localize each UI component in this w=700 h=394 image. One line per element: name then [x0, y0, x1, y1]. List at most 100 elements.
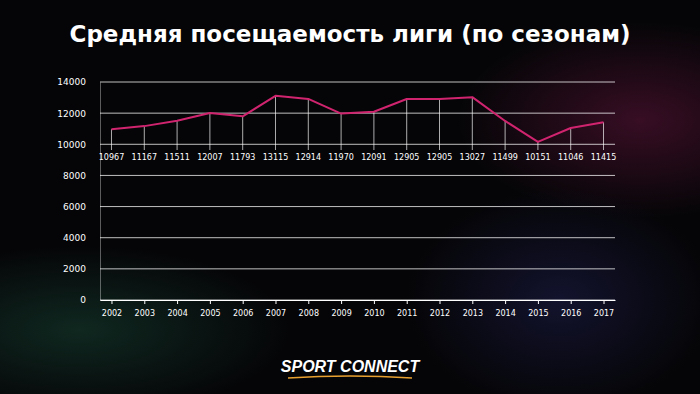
drop-line — [275, 96, 276, 150]
drop-line — [111, 129, 112, 150]
title: Средняя посещаемость лиги (по сезонам) — [70, 21, 631, 47]
y-tick: 14000 — [57, 77, 100, 87]
x-tick-label: 2016 — [561, 309, 581, 318]
drop-line — [537, 142, 538, 150]
y-tick-label: 12000 — [57, 109, 86, 119]
y-axis-line — [100, 83, 101, 301]
x-tick-label: 2012 — [430, 309, 450, 318]
drop-line — [373, 112, 374, 150]
chart: Средняя посещаемость лиги (по сезонам) 0 2… — [0, 0, 700, 394]
data-label: 13027 — [460, 153, 485, 162]
data-label: 12905 — [394, 153, 419, 162]
x-tick: 2016 — [561, 300, 581, 318]
x-tick: 2007 — [266, 300, 286, 318]
logo-text: SPORT CONNECT — [281, 358, 421, 375]
data-label: 11046 — [558, 153, 583, 162]
drop-line — [570, 128, 571, 150]
x-tick-label: 2007 — [266, 309, 286, 318]
y-tick: 4000 — [63, 233, 100, 243]
data-label: 11793 — [230, 153, 255, 162]
x-tick: 2010 — [364, 300, 384, 318]
y-tick: 6000 — [63, 202, 100, 212]
y-tick: 10000 — [57, 140, 100, 150]
x-tick-label: 2014 — [495, 309, 515, 318]
x-tick-label: 2010 — [364, 309, 384, 318]
x-tick: 2014 — [495, 300, 515, 318]
data-label: 13115 — [263, 153, 288, 162]
data-labels: 10967 11167 11511 12007 11793 13115 12914 11970… — [99, 153, 616, 162]
data-label: 10151 — [525, 153, 550, 162]
x-tick-label: 2008 — [299, 309, 319, 318]
data-label: 12914 — [296, 153, 321, 162]
y-tick: 8000 — [63, 171, 100, 181]
x-tick: 2015 — [528, 300, 548, 318]
x-tick-label: 2009 — [331, 309, 351, 318]
x-tick: 2017 — [594, 300, 614, 318]
x-tick-label: 2003 — [135, 309, 155, 318]
x-tick-mark — [341, 300, 342, 304]
x-tick-mark — [177, 300, 178, 304]
x-tick: 2003 — [135, 300, 155, 318]
grid-line — [100, 268, 615, 269]
data-label: 12905 — [427, 153, 452, 162]
x-tick-mark — [275, 300, 276, 304]
data-label: 12007 — [197, 153, 222, 162]
drop-line — [308, 99, 309, 150]
x-tick-mark — [308, 300, 309, 304]
x-tick-label: 2013 — [463, 309, 483, 318]
y-tick-label: 6000 — [63, 202, 86, 212]
y-tick: 2000 — [63, 264, 100, 274]
line — [111, 96, 603, 142]
x-tick: 2009 — [331, 300, 351, 318]
x-tick-mark — [111, 300, 112, 304]
grid — [100, 82, 615, 300]
x-tick: 2005 — [200, 300, 220, 318]
drop-line — [406, 99, 407, 150]
y-tick: 0 — [80, 295, 100, 305]
x-tick-label: 2002 — [102, 309, 122, 318]
drop-line — [472, 97, 473, 150]
drop-line — [144, 126, 145, 150]
x-tick-label: 2015 — [528, 309, 548, 318]
x-tick: 2013 — [463, 300, 483, 318]
x-tick-mark — [505, 300, 506, 304]
data-label: 11970 — [328, 153, 353, 162]
x-tick: 2004 — [167, 300, 187, 318]
y-tick: 12000 — [57, 109, 100, 119]
drop-line — [242, 116, 243, 150]
x-tick-mark — [538, 300, 539, 304]
y-tick-label: 10000 — [57, 140, 86, 150]
x-tick-label: 2011 — [397, 309, 417, 318]
grid-line — [100, 175, 615, 176]
y-tick-label: 2000 — [63, 264, 86, 274]
drop-line — [209, 113, 210, 150]
x-tick-mark — [604, 300, 605, 304]
x-tick-mark — [144, 300, 145, 304]
y-tick-label: 4000 — [63, 233, 86, 243]
data-label: 11415 — [591, 153, 616, 162]
x-tick: 2012 — [430, 300, 450, 318]
x-tick-mark — [407, 300, 408, 304]
drop-line — [603, 122, 604, 150]
y-tick-label: 8000 — [63, 171, 86, 181]
data-label: 11167 — [132, 153, 157, 162]
x-tick-label: 2004 — [167, 309, 187, 318]
grid-line — [100, 82, 615, 83]
drop-line — [505, 121, 506, 150]
drop-line — [341, 114, 342, 150]
y-axis: 0 2000 4000 6000 8000 10000 12000 14000 — [57, 77, 100, 305]
x-tick: 2008 — [299, 300, 319, 318]
data-label: 10967 — [99, 153, 124, 162]
y-tick-label: 0 — [80, 295, 86, 305]
y-tick-label: 14000 — [57, 77, 86, 87]
marks — [111, 96, 603, 150]
data-label: 11511 — [164, 153, 189, 162]
x-tick-mark — [571, 300, 572, 304]
x-tick-label: 2006 — [233, 309, 253, 318]
x-tick-mark — [440, 300, 441, 304]
x-tick: 2011 — [397, 300, 417, 318]
plot: 0 2000 4000 6000 8000 10000 12000 14000 2002 2003… — [57, 77, 616, 317]
data-label: 11499 — [492, 153, 517, 162]
x-tick-mark — [210, 300, 211, 304]
x-axis: 2002 2003 2004 2005 2006 2007 2008 2009 2010 2011… — [101, 300, 616, 318]
